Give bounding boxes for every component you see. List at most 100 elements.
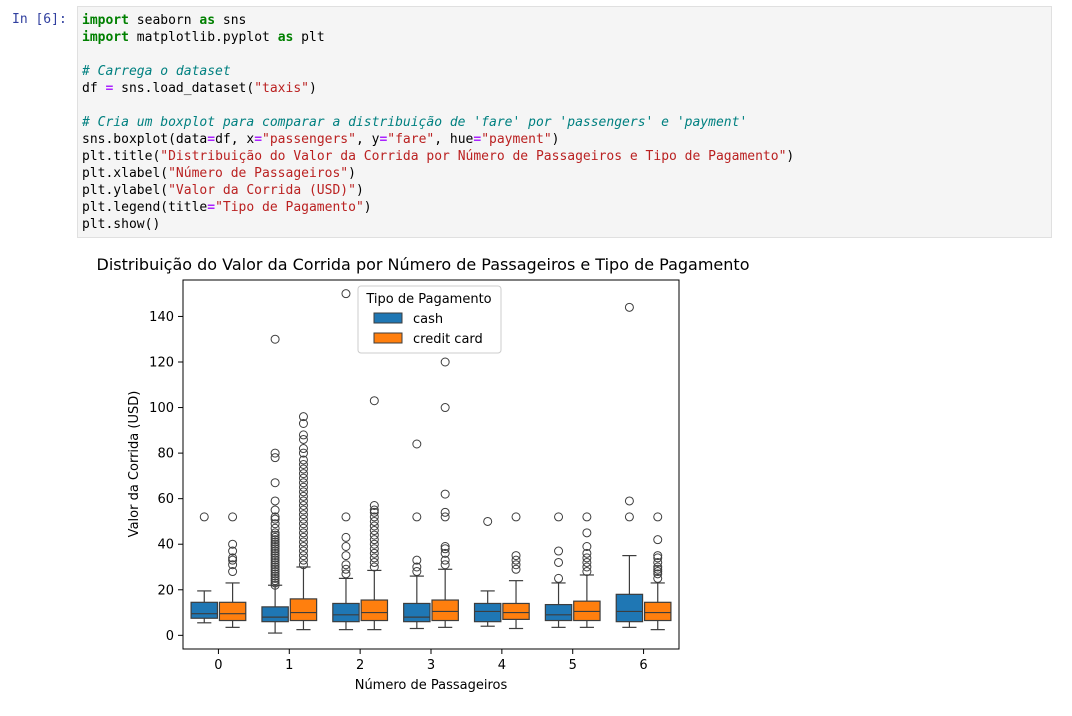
y-tick-label: 80 bbox=[157, 447, 174, 462]
code-line: # Cria um boxplot para comparar a distri… bbox=[82, 115, 747, 130]
x-tick-label: 3 bbox=[427, 658, 435, 673]
box-group bbox=[218, 512, 247, 628]
outlier-point bbox=[440, 555, 450, 565]
outlier-point bbox=[369, 535, 379, 545]
outlier-point bbox=[270, 555, 280, 565]
outlier-point bbox=[270, 535, 280, 545]
outlier-point bbox=[369, 530, 379, 540]
code-token: "fare" bbox=[387, 132, 435, 147]
outlier-point bbox=[369, 539, 379, 549]
code-token: import bbox=[82, 13, 129, 28]
box bbox=[643, 601, 672, 622]
box-group bbox=[615, 302, 644, 628]
outlier-point bbox=[653, 551, 663, 561]
code-token: ) bbox=[786, 149, 795, 164]
outlier-point bbox=[653, 557, 663, 567]
code-token: # Carrega o dataset bbox=[82, 64, 231, 79]
outlier-point bbox=[298, 528, 308, 538]
outlier-point bbox=[298, 532, 308, 542]
chart-title: Distribuição do Valor da Corrida por Núm… bbox=[97, 255, 750, 274]
x-axis-label: Número de Passageiros bbox=[355, 678, 508, 693]
code-token: plt.legend(title bbox=[82, 200, 208, 215]
code-token: "passengers" bbox=[262, 132, 356, 147]
outlier-point bbox=[440, 548, 450, 558]
code-token: , y bbox=[355, 132, 380, 147]
box bbox=[332, 602, 360, 623]
outlier-point bbox=[298, 546, 308, 556]
series-cash bbox=[190, 289, 644, 634]
outlier-point bbox=[653, 535, 663, 545]
outlier-point bbox=[298, 510, 308, 520]
cell-prompt: In [6]: bbox=[12, 12, 67, 27]
outlier-point bbox=[511, 560, 521, 570]
outlier-point bbox=[440, 544, 450, 554]
outlier-point bbox=[270, 578, 280, 588]
cell-output: Distribuição do Valor da Corrida por Núm… bbox=[77, 248, 777, 708]
box bbox=[431, 599, 459, 622]
box bbox=[502, 602, 530, 620]
outlier-point bbox=[369, 505, 379, 515]
code-cell[interactable]: import seaborn as sns import matplotlib.… bbox=[77, 6, 1052, 238]
outlier-point bbox=[298, 448, 308, 458]
outlier-point bbox=[298, 523, 308, 533]
box-group bbox=[403, 439, 431, 630]
outlier-point bbox=[341, 542, 351, 551]
box bbox=[289, 598, 318, 622]
code-token: , hue bbox=[434, 132, 474, 147]
code-token: df bbox=[82, 81, 106, 96]
box-group bbox=[261, 334, 289, 634]
code-token: "Número de Passageiros" bbox=[168, 166, 349, 181]
outlier-point bbox=[298, 434, 308, 444]
y-tick-label: 100 bbox=[149, 401, 174, 416]
code-line: df = sns.load_dataset("taxis") bbox=[82, 81, 317, 96]
outlier-point bbox=[270, 453, 280, 463]
outlier-point bbox=[298, 430, 308, 440]
boxplot-chart: Distribuição do Valor da Corrida por Núm… bbox=[97, 255, 750, 693]
outlier-point bbox=[270, 569, 280, 579]
outlier-point bbox=[554, 546, 564, 556]
code-token: ) bbox=[348, 166, 356, 181]
outlier-point bbox=[624, 512, 634, 522]
outlier-point bbox=[582, 542, 592, 551]
outlier-point bbox=[624, 496, 634, 506]
outlier-point bbox=[412, 555, 422, 565]
outlier-point bbox=[653, 569, 663, 579]
legend-swatch-credit-card bbox=[373, 332, 403, 344]
outlier-point bbox=[298, 419, 308, 428]
outlier-point bbox=[270, 528, 280, 538]
code-token: plt.title( bbox=[82, 149, 161, 164]
box-group bbox=[360, 396, 389, 631]
x-tick-label: 1 bbox=[285, 658, 293, 673]
y-tick-label: 0 bbox=[166, 629, 174, 644]
legend-label-credit-card: credit card bbox=[413, 332, 483, 347]
code-token: ) bbox=[363, 200, 372, 215]
code-token: import bbox=[82, 30, 129, 45]
code-token: matplotlib.pyplot bbox=[128, 30, 278, 45]
outlier-point bbox=[653, 553, 663, 563]
outlier-point bbox=[228, 546, 238, 556]
outlier-point bbox=[511, 551, 521, 561]
box bbox=[403, 602, 431, 623]
code-line: sns.boxplot(data=df, x="passengers", y="… bbox=[82, 132, 559, 147]
outlier-point bbox=[369, 553, 379, 563]
box-group bbox=[573, 512, 601, 628]
outlier-point bbox=[369, 562, 379, 572]
outlier-point bbox=[369, 521, 379, 531]
y-tick-label: 40 bbox=[157, 538, 174, 553]
legend-swatch-cash bbox=[373, 312, 403, 324]
outlier-point bbox=[369, 507, 379, 517]
y-tick-label: 20 bbox=[157, 583, 174, 598]
outlier-point bbox=[653, 512, 663, 522]
outlier-point bbox=[582, 553, 592, 563]
code-token: as bbox=[277, 30, 294, 45]
code-editor[interactable]: import seaborn as sns import matplotlib.… bbox=[78, 7, 1051, 233]
outlier-point bbox=[341, 564, 351, 574]
outlier-point bbox=[270, 530, 280, 540]
outlier-point bbox=[554, 512, 564, 522]
outlier-point bbox=[270, 560, 280, 570]
outlier-point bbox=[298, 555, 308, 565]
code-token: = bbox=[473, 132, 482, 147]
outlier-point bbox=[298, 412, 308, 422]
code-token: df, x bbox=[215, 132, 255, 147]
outlier-point bbox=[270, 512, 280, 522]
